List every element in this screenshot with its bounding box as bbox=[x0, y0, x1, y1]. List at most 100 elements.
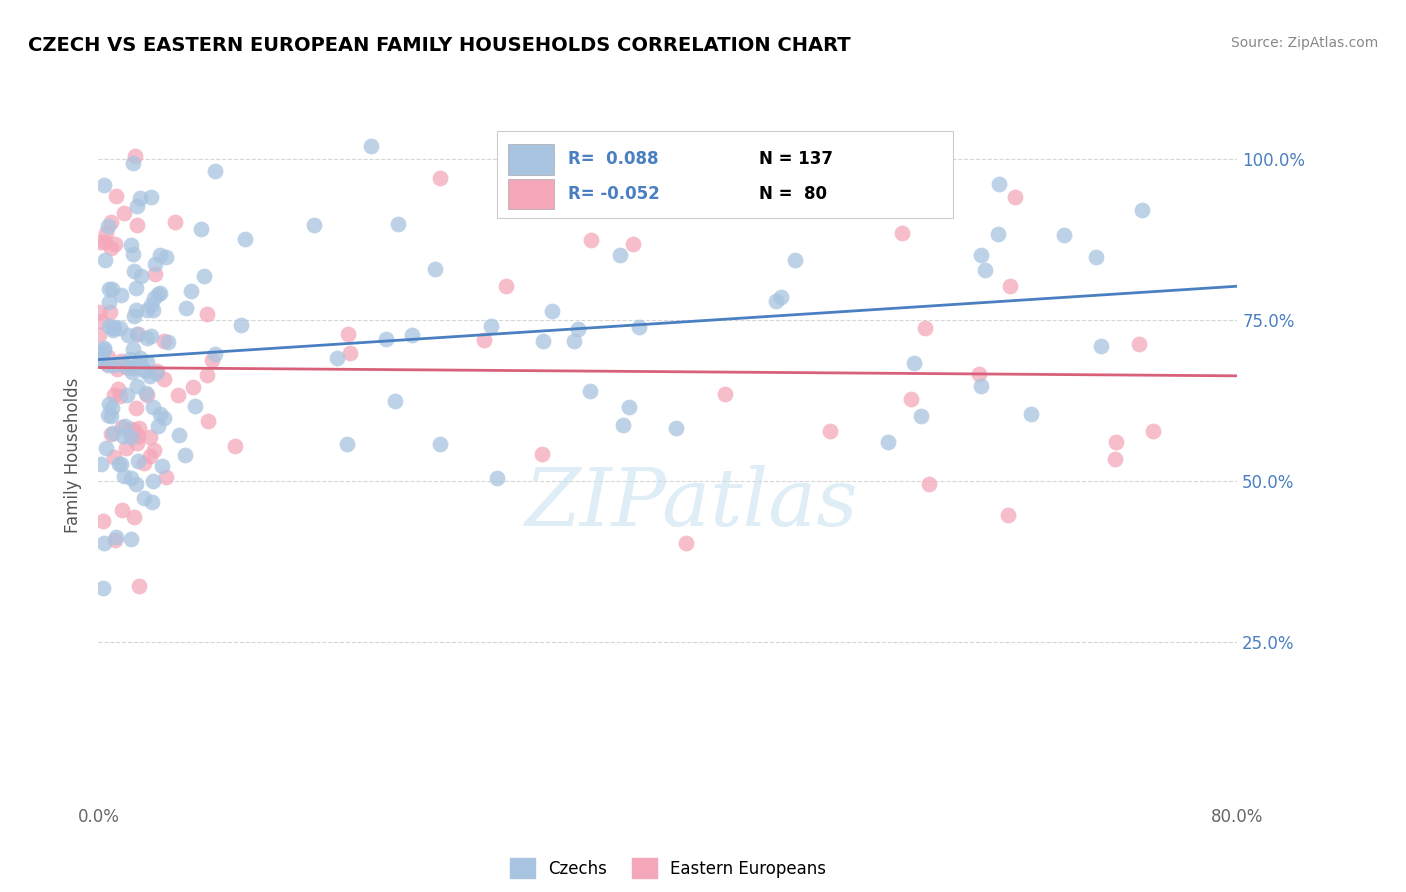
Point bbox=[987, 227, 1010, 242]
Point bbox=[143, 257, 166, 271]
Point bbox=[336, 437, 359, 451]
Point bbox=[339, 345, 361, 359]
Point bbox=[910, 409, 932, 424]
Point bbox=[429, 436, 451, 450]
Text: ZIPatlas: ZIPatlas bbox=[524, 465, 858, 542]
Point bbox=[1019, 407, 1042, 421]
Point bbox=[485, 471, 508, 485]
Point bbox=[120, 422, 142, 436]
Point bbox=[125, 199, 148, 213]
Point bbox=[103, 358, 125, 372]
Point bbox=[104, 237, 127, 252]
Point bbox=[87, 305, 110, 319]
Point bbox=[105, 189, 128, 203]
Point bbox=[143, 443, 166, 458]
Point bbox=[1053, 227, 1076, 242]
Point bbox=[122, 264, 145, 278]
Point bbox=[96, 442, 118, 456]
Point bbox=[105, 531, 128, 545]
Point bbox=[579, 233, 602, 247]
Point bbox=[110, 457, 132, 471]
Point bbox=[97, 319, 120, 334]
Point bbox=[120, 238, 142, 252]
Point bbox=[384, 394, 406, 409]
Point bbox=[127, 326, 149, 341]
Text: R=  0.088: R= 0.088 bbox=[568, 150, 658, 169]
Point bbox=[152, 334, 174, 348]
Point bbox=[124, 309, 146, 323]
Point bbox=[360, 138, 382, 153]
Point bbox=[145, 364, 167, 378]
Point bbox=[108, 388, 131, 402]
FancyBboxPatch shape bbox=[509, 144, 554, 175]
Point bbox=[139, 450, 162, 464]
Point bbox=[914, 320, 936, 334]
Point bbox=[136, 388, 159, 402]
Point bbox=[224, 439, 246, 453]
Point bbox=[110, 320, 132, 334]
Point bbox=[128, 351, 150, 365]
Point bbox=[91, 581, 114, 595]
Point bbox=[472, 333, 495, 347]
Point bbox=[103, 425, 125, 440]
Point bbox=[125, 327, 148, 342]
Point bbox=[132, 491, 155, 505]
Point bbox=[149, 407, 172, 421]
Point bbox=[125, 303, 148, 318]
Point bbox=[93, 536, 115, 550]
Point bbox=[181, 380, 204, 394]
Point bbox=[120, 471, 142, 485]
Point bbox=[90, 351, 112, 365]
Point bbox=[149, 286, 172, 301]
Point bbox=[91, 514, 114, 528]
Point bbox=[136, 355, 159, 369]
Point bbox=[201, 353, 224, 368]
Point bbox=[107, 382, 129, 396]
Point bbox=[1004, 190, 1026, 204]
Point bbox=[765, 293, 787, 308]
Point bbox=[143, 267, 166, 281]
Point bbox=[139, 368, 162, 383]
Point bbox=[554, 139, 576, 153]
Point bbox=[770, 290, 793, 304]
Point bbox=[87, 327, 110, 342]
Point bbox=[146, 418, 169, 433]
Point bbox=[970, 378, 993, 392]
Point bbox=[152, 372, 174, 386]
Point bbox=[96, 357, 118, 371]
Point bbox=[127, 436, 149, 450]
Point bbox=[145, 366, 167, 380]
Point bbox=[531, 334, 554, 348]
Point bbox=[128, 421, 150, 435]
Point bbox=[100, 426, 122, 441]
Point bbox=[423, 262, 446, 277]
Point bbox=[94, 227, 117, 241]
Text: R= -0.052: R= -0.052 bbox=[568, 185, 659, 203]
Point bbox=[93, 235, 115, 249]
Point bbox=[876, 434, 898, 449]
Point bbox=[138, 430, 160, 444]
Point bbox=[918, 477, 941, 491]
Point bbox=[233, 232, 256, 246]
Point bbox=[197, 414, 219, 428]
Point bbox=[903, 356, 925, 370]
Point bbox=[578, 384, 600, 398]
Point bbox=[132, 456, 155, 470]
Point bbox=[100, 409, 122, 423]
Point bbox=[891, 226, 914, 240]
Point bbox=[131, 269, 153, 284]
Point bbox=[204, 164, 226, 178]
Point bbox=[127, 429, 149, 443]
Point bbox=[97, 397, 120, 411]
Point bbox=[1105, 434, 1128, 449]
Point bbox=[1104, 451, 1126, 466]
Point bbox=[117, 328, 139, 343]
Legend: Czechs, Eastern Europeans: Czechs, Eastern Europeans bbox=[503, 851, 832, 885]
Point bbox=[90, 345, 112, 359]
Point bbox=[127, 379, 149, 393]
Point bbox=[180, 284, 202, 298]
Point bbox=[93, 178, 115, 193]
Point bbox=[135, 302, 157, 317]
Point bbox=[111, 420, 134, 434]
Point bbox=[562, 334, 585, 348]
